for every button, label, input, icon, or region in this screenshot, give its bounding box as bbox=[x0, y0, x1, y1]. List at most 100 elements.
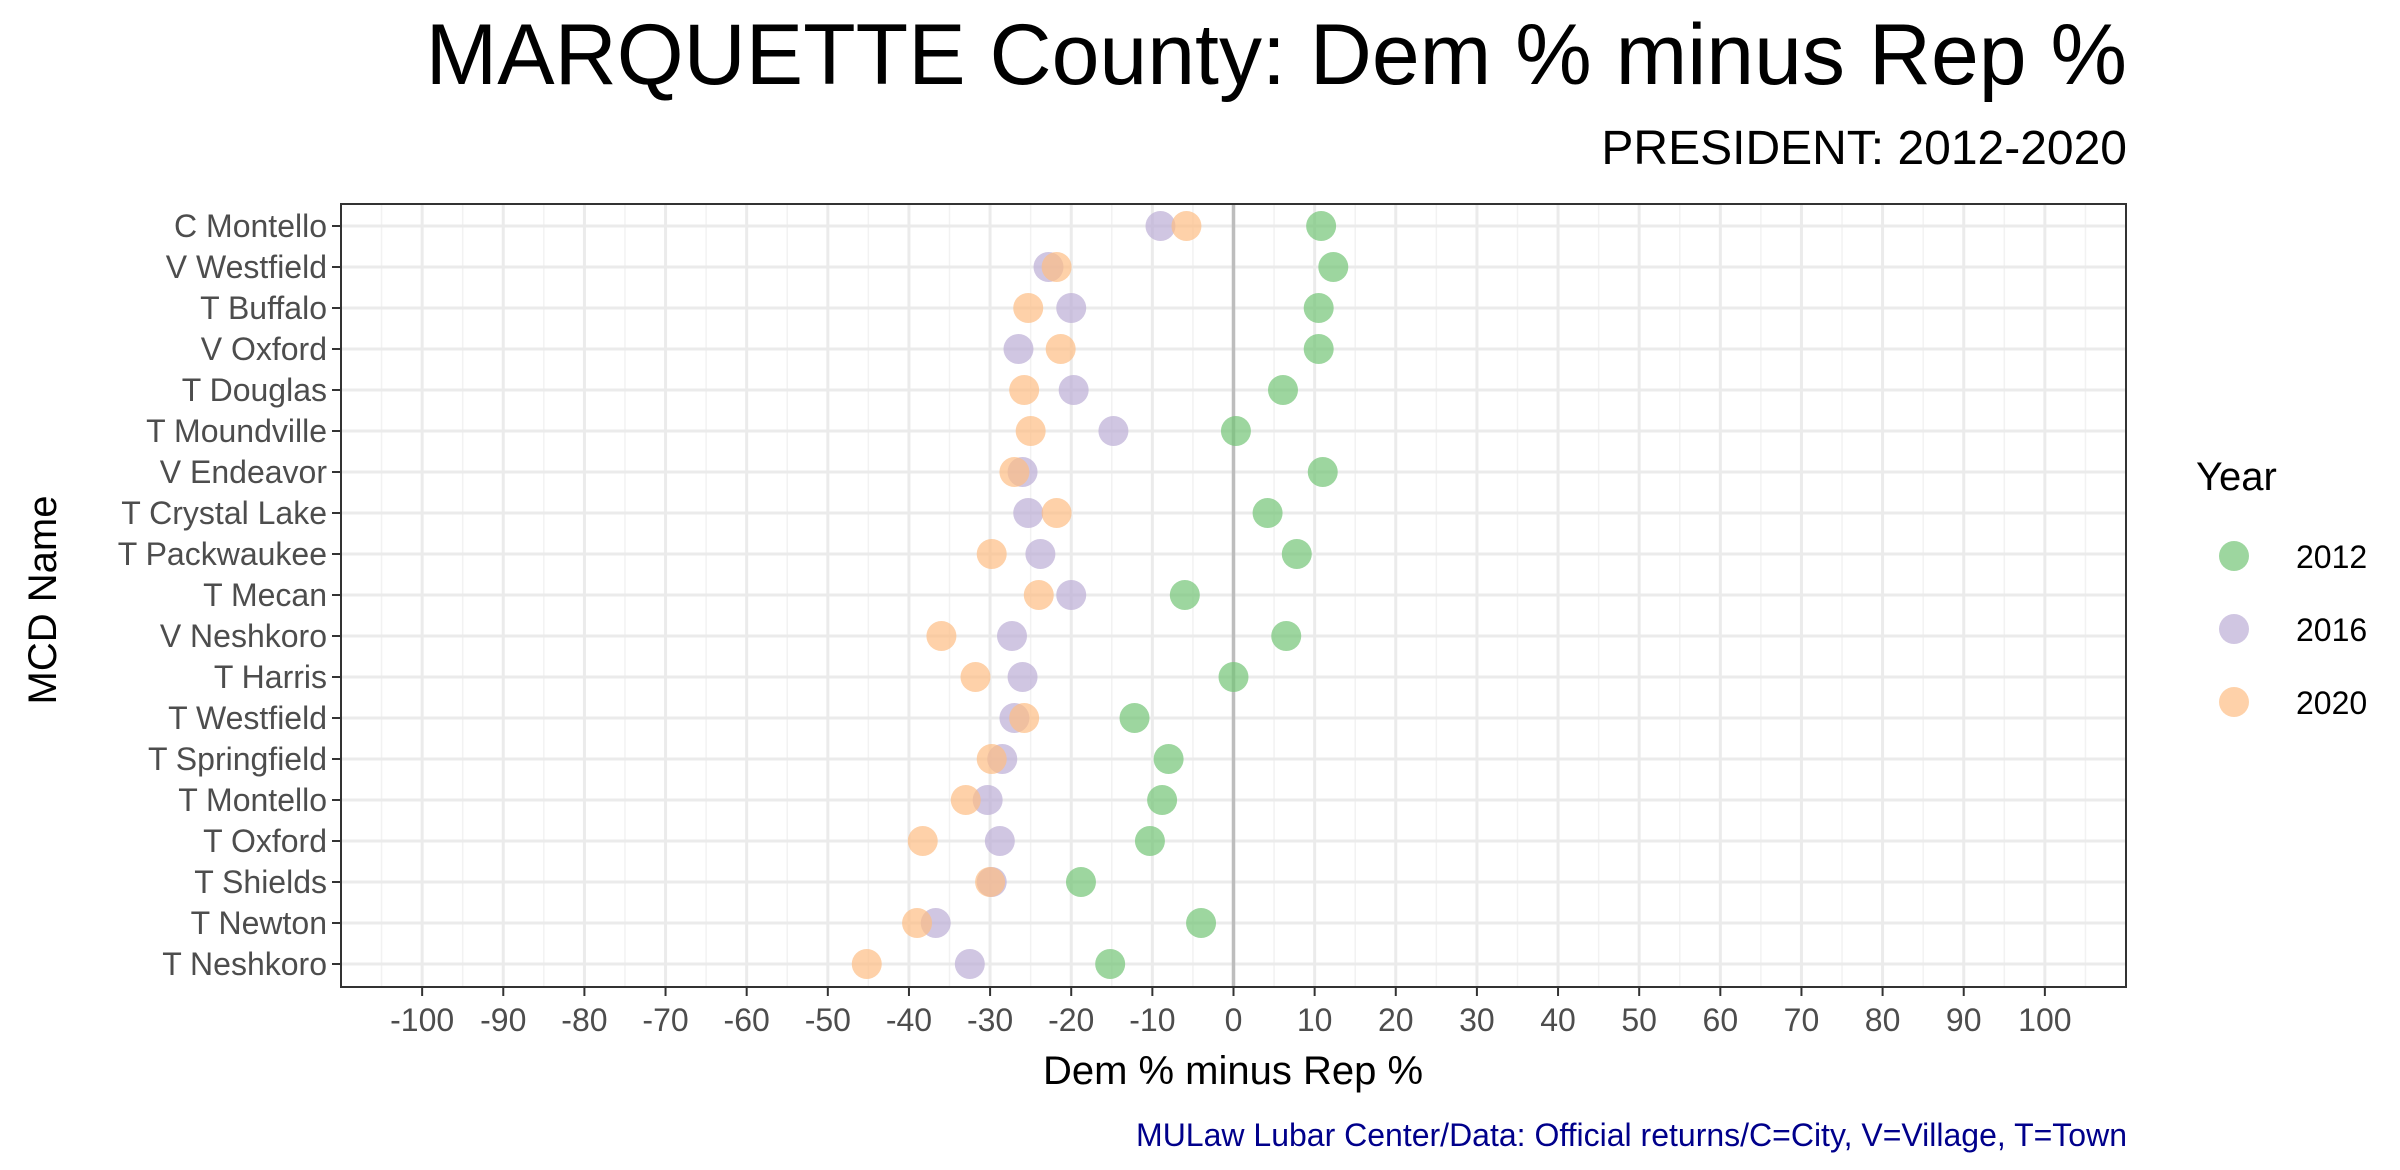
legend-label-2016: 2016 bbox=[2296, 612, 2367, 648]
point-2012-t-douglas bbox=[1267, 375, 1298, 405]
point-2012-t-springfield bbox=[1153, 744, 1184, 774]
x-tick-label: -90 bbox=[480, 1002, 526, 1038]
point-2016-t-packwaukee bbox=[1025, 539, 1056, 569]
point-2016-v-oxford bbox=[1003, 334, 1034, 364]
point-2012-v-westfield bbox=[1318, 252, 1349, 282]
point-2016-t-montello bbox=[972, 785, 1003, 815]
point-2012-t-crystal-lake bbox=[1252, 498, 1283, 528]
x-tick-label: -50 bbox=[805, 1002, 851, 1038]
point-2020-t-oxford bbox=[907, 826, 938, 856]
point-2020-t-buffalo bbox=[1013, 293, 1044, 323]
point-2012-t-packwaukee bbox=[1281, 539, 1312, 569]
point-2016-t-harris bbox=[1007, 662, 1038, 692]
x-tick-label: 100 bbox=[2018, 1002, 2071, 1038]
point-2012-t-shields bbox=[1065, 867, 1096, 897]
y-tick-label: V Oxford bbox=[201, 331, 327, 367]
x-tick-label: -60 bbox=[724, 1002, 770, 1038]
x-tick-label: -10 bbox=[1129, 1002, 1175, 1038]
x-tick-label: -100 bbox=[390, 1002, 454, 1038]
x-tick-label: -40 bbox=[886, 1002, 932, 1038]
x-tick-label: -20 bbox=[1048, 1002, 1094, 1038]
point-2016-t-crystal-lake bbox=[1013, 498, 1044, 528]
legend-key-2016 bbox=[2219, 614, 2249, 644]
point-2020-v-neshkoro bbox=[926, 621, 957, 651]
y-tick-label: T Oxford bbox=[203, 823, 327, 859]
point-2016-v-neshkoro bbox=[996, 621, 1027, 651]
y-tick-label: T Newton bbox=[191, 905, 327, 941]
chart-title: MARQUETTE County: Dem % minus Rep % bbox=[426, 7, 2127, 103]
chart-caption: MULaw Lubar Center/Data: Official return… bbox=[1136, 1117, 2127, 1153]
y-tick-label: T Montello bbox=[178, 782, 327, 818]
y-tick-label: T Moundville bbox=[146, 413, 327, 449]
x-tick-label: 40 bbox=[1540, 1002, 1576, 1038]
y-tick-label: T Springfield bbox=[148, 741, 327, 777]
plot-area: C Montello V Westfield T Buffalo V Oxford T … bbox=[118, 203, 2127, 1038]
y-tick-label: C Montello bbox=[174, 208, 327, 244]
point-2012-t-mecan bbox=[1169, 580, 1200, 610]
point-2012-t-neshkoro bbox=[1095, 949, 1126, 979]
x-tick-label: 10 bbox=[1297, 1002, 1333, 1038]
point-2020-t-moundville bbox=[1015, 416, 1046, 446]
y-tick-label: T Neshkoro bbox=[162, 946, 327, 982]
point-2016-t-douglas bbox=[1058, 375, 1089, 405]
point-2016-t-neshkoro bbox=[954, 949, 985, 979]
point-2020-v-endeavor bbox=[999, 457, 1030, 487]
point-2012-t-buffalo bbox=[1303, 293, 1334, 323]
point-2012-c-montello bbox=[1306, 211, 1337, 241]
point-2020-t-newton bbox=[902, 908, 933, 938]
point-2016-t-moundville bbox=[1098, 416, 1129, 446]
point-2020-v-westfield bbox=[1041, 252, 1072, 282]
point-2020-t-packwaukee bbox=[976, 539, 1007, 569]
y-axis-title: MCD Name bbox=[21, 496, 65, 705]
point-2016-c-montello bbox=[1145, 211, 1176, 241]
point-2012-v-oxford bbox=[1303, 334, 1334, 364]
legend-title: Year bbox=[2196, 455, 2277, 499]
y-tick-label: V Endeavor bbox=[160, 454, 328, 490]
legend-label-2020: 2020 bbox=[2296, 685, 2367, 721]
point-2020-t-mecan bbox=[1023, 580, 1054, 610]
point-2012-t-moundville bbox=[1220, 416, 1251, 446]
y-tick-label: T Buffalo bbox=[200, 290, 327, 326]
y-tick-label: V Neshkoro bbox=[160, 618, 327, 654]
x-tick-label: 80 bbox=[1865, 1002, 1901, 1038]
point-2012-t-westfield bbox=[1119, 703, 1150, 733]
y-tick-label: T Shields bbox=[194, 864, 327, 900]
point-2020-t-douglas bbox=[1009, 375, 1040, 405]
point-2012-t-harris bbox=[1218, 662, 1249, 692]
point-2020-c-montello bbox=[1171, 211, 1202, 241]
x-tick-label: 30 bbox=[1459, 1002, 1495, 1038]
point-2020-t-shields bbox=[975, 867, 1006, 897]
point-2020-t-neshkoro bbox=[851, 949, 882, 979]
chart-subtitle: PRESIDENT: 2012-2020 bbox=[1601, 122, 2127, 175]
point-2012-t-montello bbox=[1147, 785, 1178, 815]
y-tick-label: T Crystal Lake bbox=[121, 495, 327, 531]
point-2020-t-harris bbox=[960, 662, 991, 692]
point-2020-v-oxford bbox=[1045, 334, 1076, 364]
x-tick-label: 70 bbox=[1784, 1002, 1820, 1038]
point-2012-t-newton bbox=[1186, 908, 1217, 938]
point-2016-t-mecan bbox=[1056, 580, 1087, 610]
point-2016-t-oxford bbox=[984, 826, 1015, 856]
y-tick-label: T Mecan bbox=[203, 577, 327, 613]
point-2016-t-buffalo bbox=[1056, 293, 1087, 323]
point-2012-v-neshkoro bbox=[1271, 621, 1302, 651]
y-tick-label: T Harris bbox=[214, 659, 327, 695]
x-tick-label: -70 bbox=[642, 1002, 688, 1038]
point-2020-t-westfield bbox=[1009, 703, 1040, 733]
x-tick-label: 90 bbox=[1946, 1002, 1982, 1038]
y-tick-label: T Douglas bbox=[182, 372, 327, 408]
x-tick-label: 0 bbox=[1225, 1002, 1243, 1038]
legend: Year 2012 2016 2020 bbox=[2196, 455, 2367, 721]
x-tick-label: -80 bbox=[561, 1002, 607, 1038]
point-2020-t-montello bbox=[950, 785, 981, 815]
legend-key-2012 bbox=[2219, 541, 2249, 571]
y-tick-label: V Westfield bbox=[166, 249, 327, 285]
y-tick-label: T Packwaukee bbox=[118, 536, 327, 572]
point-2012-v-endeavor bbox=[1307, 457, 1338, 487]
x-axis-title: Dem % minus Rep % bbox=[1043, 1049, 1423, 1093]
x-tick-label: 20 bbox=[1378, 1002, 1414, 1038]
x-tick-label: 60 bbox=[1703, 1002, 1739, 1038]
x-tick-label: -30 bbox=[967, 1002, 1013, 1038]
point-2020-t-springfield bbox=[976, 744, 1007, 774]
